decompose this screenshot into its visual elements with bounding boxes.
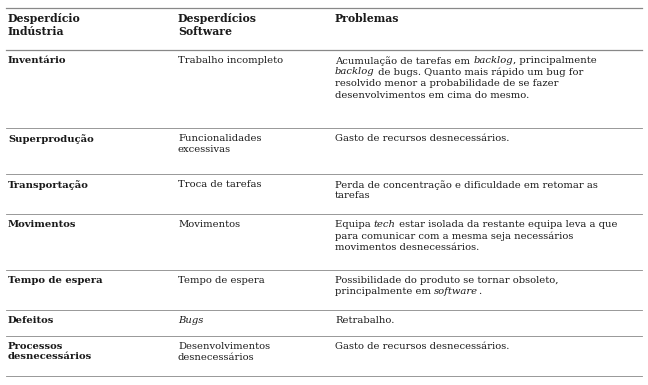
Text: Tempo de espera: Tempo de espera [8, 276, 102, 285]
Text: excessivas: excessivas [178, 146, 231, 154]
Text: estar isolada da restante equipa leva a que: estar isolada da restante equipa leva a … [396, 220, 618, 229]
Text: principalmente em: principalmente em [335, 288, 434, 296]
Text: Funcionalidades: Funcionalidades [178, 134, 262, 143]
Text: de bugs. Quanto mais rápido um bug for: de bugs. Quanto mais rápido um bug for [375, 67, 583, 77]
Text: software: software [434, 288, 478, 296]
Text: Gasto de recursos desnecessários.: Gasto de recursos desnecessários. [335, 134, 509, 143]
Text: Movimentos: Movimentos [8, 220, 76, 229]
Text: tarefas: tarefas [335, 191, 371, 201]
Text: Defeitos: Defeitos [8, 316, 54, 325]
Text: desenvolvimentos em cima do mesmo.: desenvolvimentos em cima do mesmo. [335, 90, 529, 99]
Text: Desperdícios
Software: Desperdícios Software [178, 13, 257, 37]
Text: para comunicar com a mesma seja necessários: para comunicar com a mesma seja necessár… [335, 231, 573, 241]
Text: Possibilidade do produto se tornar obsoleto,: Possibilidade do produto se tornar obsol… [335, 276, 559, 285]
Text: movimentos desnecessários.: movimentos desnecessários. [335, 243, 480, 252]
Text: Perda de concentração e dificuldade em retomar as: Perda de concentração e dificuldade em r… [335, 180, 598, 190]
Text: Desenvolvimentos: Desenvolvimentos [178, 342, 270, 351]
Text: Trabalho incompleto: Trabalho incompleto [178, 56, 283, 65]
Text: Superprodução: Superprodução [8, 134, 94, 144]
Text: Movimentos: Movimentos [178, 220, 240, 229]
Text: Troca de tarefas: Troca de tarefas [178, 180, 262, 189]
Text: Processos
desnecessários: Processos desnecessários [8, 342, 92, 362]
Text: Gasto de recursos desnecessários.: Gasto de recursos desnecessários. [335, 342, 509, 351]
Text: Bugs: Bugs [178, 316, 203, 325]
Text: backlog: backlog [335, 67, 375, 77]
Text: Acumulação de tarefas em: Acumulação de tarefas em [335, 56, 473, 66]
Text: Transportação: Transportação [8, 180, 89, 190]
Text: Retrabalho.: Retrabalho. [335, 316, 395, 325]
Text: desnecessários: desnecessários [178, 353, 255, 363]
Text: tech: tech [374, 220, 396, 229]
Text: Equipa: Equipa [335, 220, 374, 229]
Text: backlog: backlog [473, 56, 513, 65]
Text: , principalmente: , principalmente [513, 56, 597, 65]
Text: resolvido menor a probabilidade de se fazer: resolvido menor a probabilidade de se fa… [335, 79, 559, 88]
Text: .: . [478, 288, 481, 296]
Text: Problemas: Problemas [335, 13, 400, 24]
Text: Tempo de espera: Tempo de espera [178, 276, 265, 285]
Text: Inventário: Inventário [8, 56, 67, 65]
Text: Desperdício
Indústria: Desperdício Indústria [8, 13, 81, 37]
